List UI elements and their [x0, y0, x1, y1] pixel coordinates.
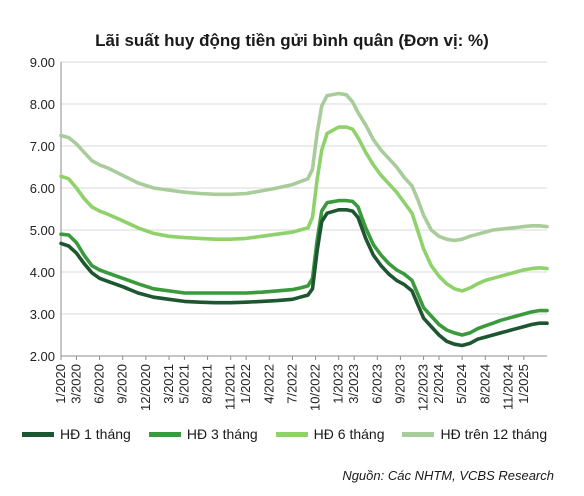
series-lines — [59, 91, 549, 348]
legend-item-6-month: HĐ 6 tháng — [275, 426, 385, 442]
gridlines — [60, 61, 547, 357]
line-chart: 2.003.004.005.006.007.008.009.00 1/2020 3… — [30, 55, 549, 411]
x-tick-label: 1/2020 — [53, 364, 68, 404]
series-line-3 — [59, 91, 549, 243]
y-axis-ticks: 2.00 3.00 4.00 5.00 6.00 7.00 8.00 9.00 — [30, 55, 55, 364]
x-tick-label: 12/2023 — [416, 364, 431, 411]
legend-swatch-3-month — [148, 431, 181, 437]
y-tick-label: 7.00 — [30, 139, 55, 154]
x-tick-label: 11/2021 — [223, 364, 238, 410]
x-tick-label: 11/2024 — [500, 364, 515, 410]
x-tick-label: 3/2023 — [346, 364, 361, 404]
legend-label-12-month-plus: HĐ trên 12 tháng — [440, 426, 548, 442]
legend-item-12-month-plus: HĐ trên 12 tháng — [402, 426, 547, 442]
x-tick-label: 9/2023 — [392, 364, 407, 404]
x-tick-label: 3/2021 — [161, 364, 176, 404]
x-tick-label: 10/2022 — [308, 364, 323, 411]
series-line-2 — [59, 125, 549, 293]
y-tick-label: 8.00 — [30, 97, 55, 112]
y-tick-label: 3.00 — [30, 307, 55, 322]
x-tick-label: 6/2020 — [92, 364, 107, 404]
chart-title: Lãi suất huy động tiền gửi bình quân (Đơ… — [95, 31, 489, 50]
x-tick-label: 8/2024 — [477, 364, 492, 404]
x-tick-label: 3/2020 — [68, 364, 83, 404]
source-note: Nguồn: Các NHTM, VCBS Research — [342, 468, 554, 483]
legend-swatch-1-month — [22, 431, 54, 437]
series-line-0 — [59, 208, 549, 348]
legend-item-3-month: HĐ 3 tháng — [148, 426, 258, 442]
x-tick-label: 4/2022 — [261, 364, 276, 404]
x-tick-label: 1/2022 — [238, 364, 253, 404]
legend-item-1-month: HĐ 1 tháng — [22, 426, 131, 442]
x-tick-label: 6/2023 — [369, 364, 384, 404]
x-axis-ticks: 1/2020 3/2020 6/2020 9/2020 12/2020 3/2021 5/2… — [53, 356, 531, 411]
y-tick-label: 5.00 — [30, 223, 55, 238]
x-tick-label: 5/2024 — [454, 364, 469, 404]
x-tick-label: 7/2022 — [284, 364, 299, 404]
legend-label-1-month: HĐ 1 tháng — [60, 426, 131, 442]
x-tick-label: 2/2024 — [431, 364, 446, 404]
x-tick-label: 1/2025 — [516, 364, 531, 404]
legend-swatch-12-month-plus — [402, 431, 435, 437]
x-tick-label: 12/2020 — [138, 364, 153, 411]
x-tick-label: 1/2023 — [331, 364, 346, 404]
y-tick-label: 4.00 — [30, 265, 55, 280]
series-line-1 — [59, 198, 549, 337]
legend-swatch-6-month — [275, 431, 308, 437]
y-tick-label: 9.00 — [30, 55, 55, 70]
y-tick-label: 2.00 — [30, 349, 55, 364]
x-tick-label: 5/2021 — [176, 364, 191, 404]
legend-label-6-month: HĐ 6 tháng — [313, 426, 385, 442]
x-tick-label: 9/2020 — [115, 364, 130, 404]
y-tick-label: 6.00 — [30, 181, 55, 196]
x-tick-label: 8/2021 — [200, 364, 215, 404]
legend-label-3-month: HĐ 3 tháng — [186, 426, 258, 442]
legend: HĐ 1 tháng HĐ 3 tháng HĐ 6 tháng HĐ trên… — [22, 426, 582, 442]
